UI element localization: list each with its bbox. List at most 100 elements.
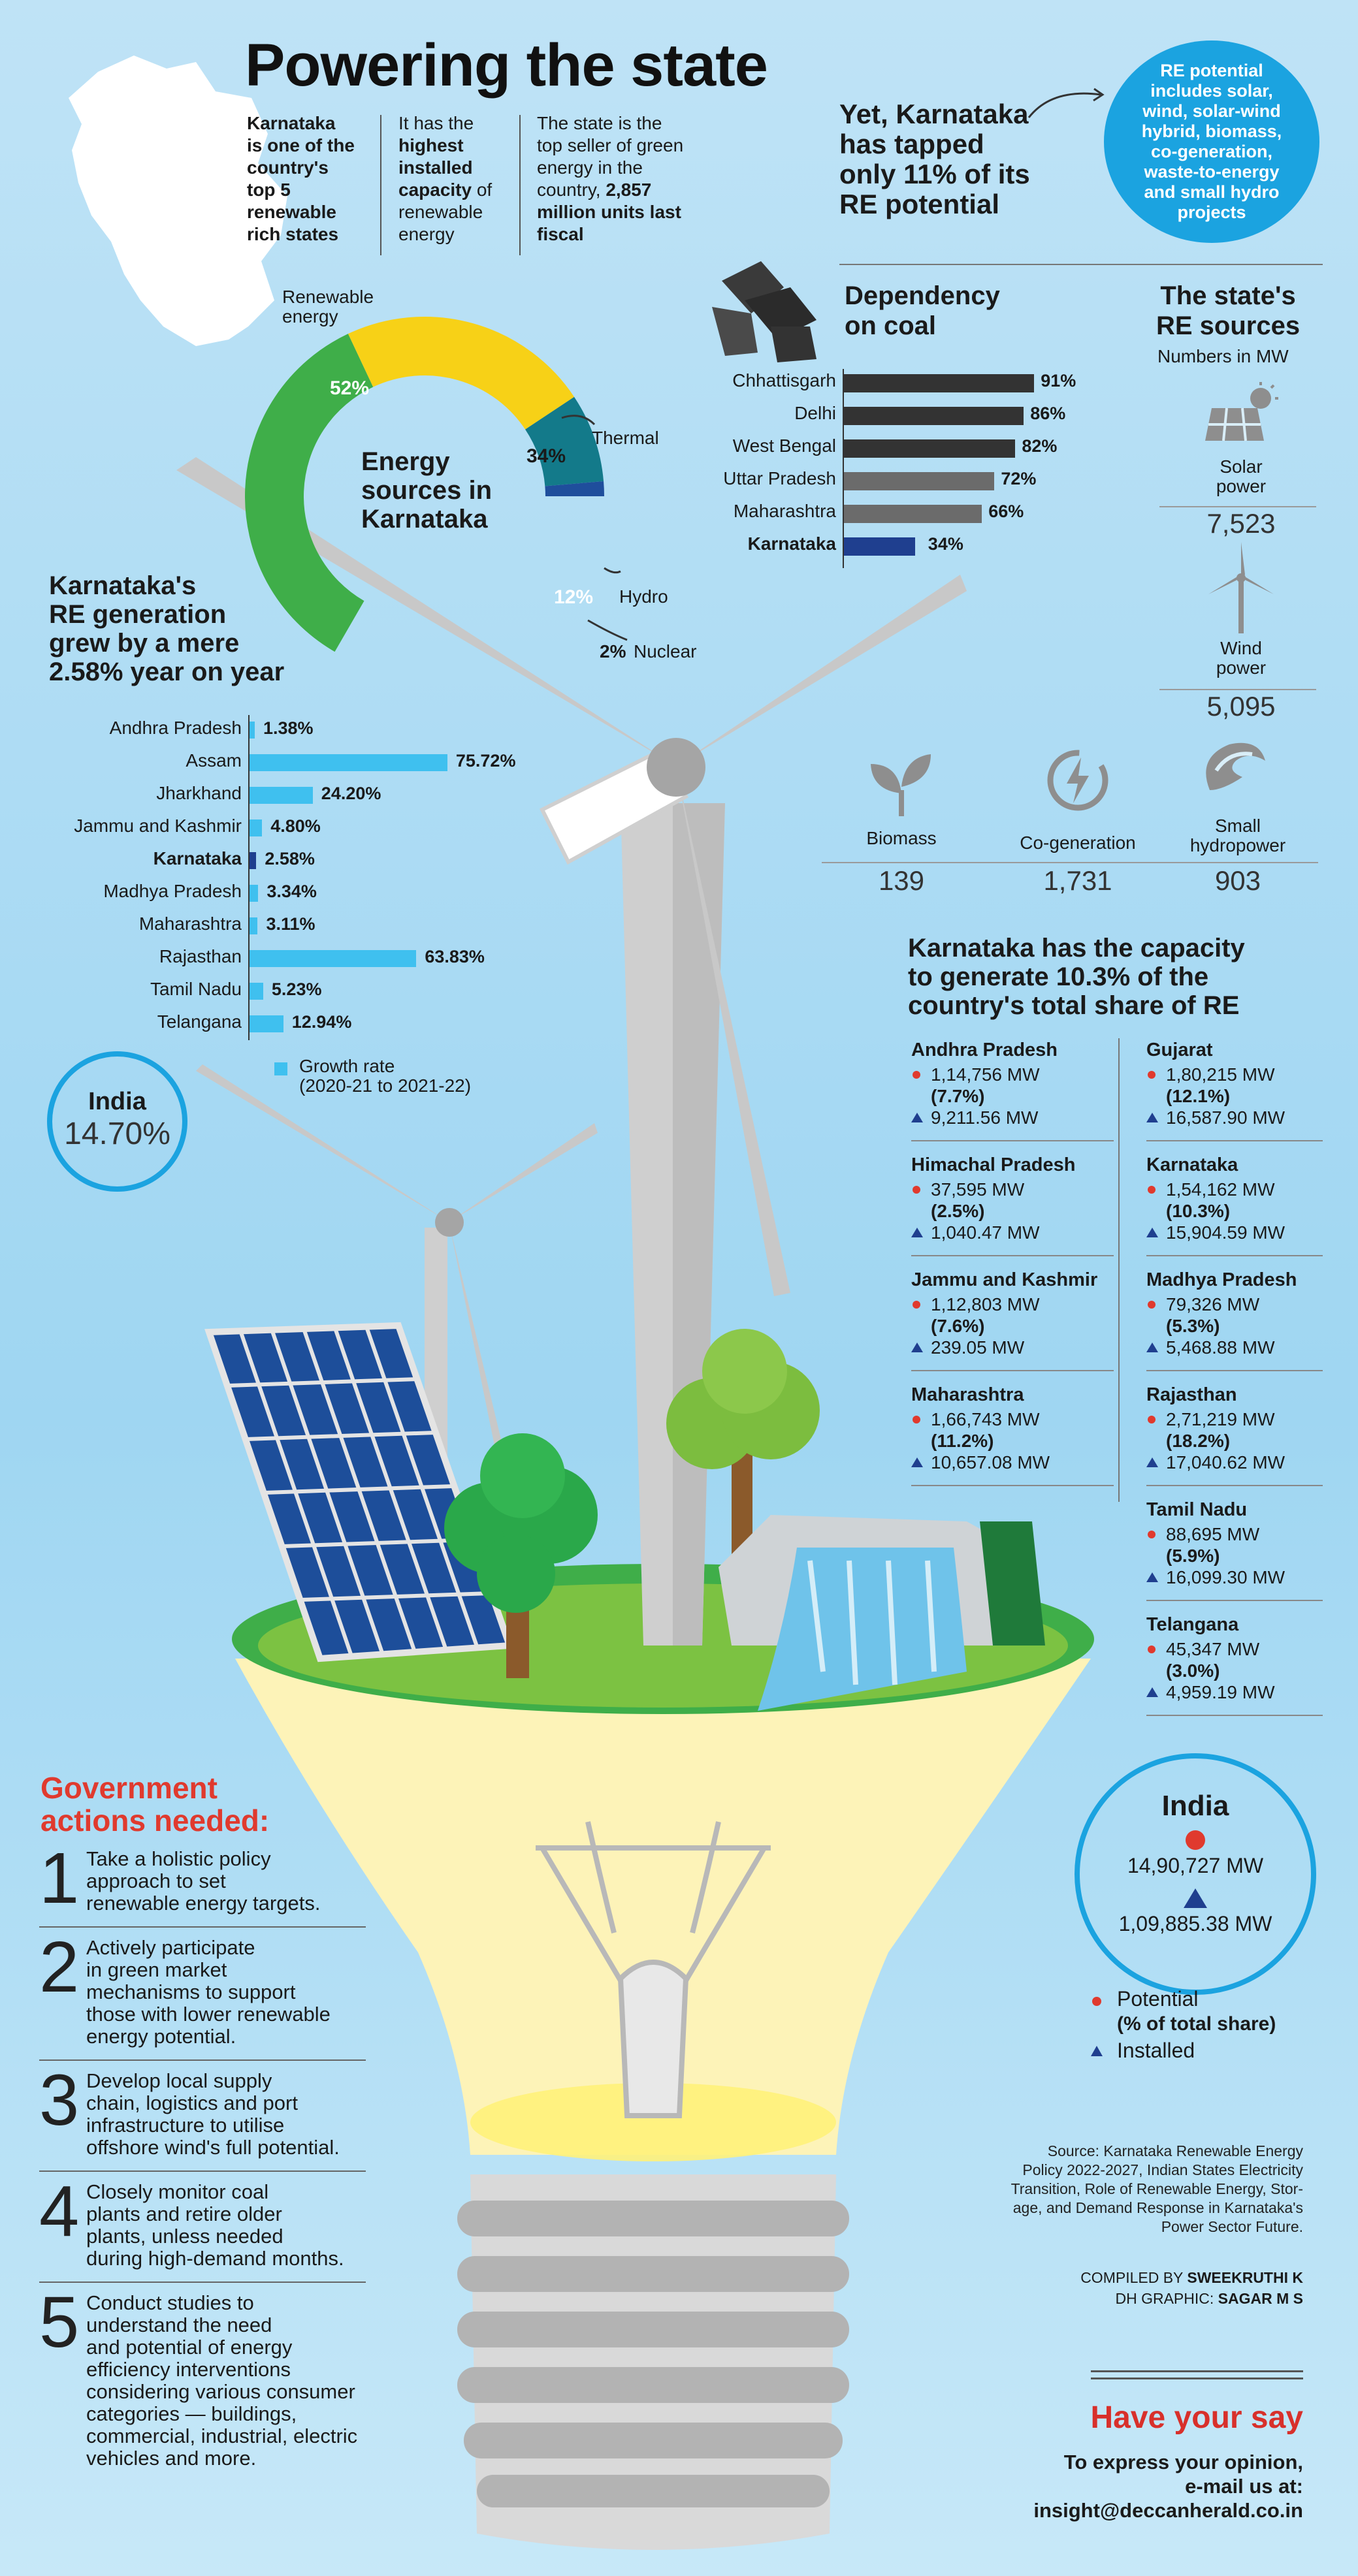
capacity-installed-row: 4,959.19 MW <box>1146 1681 1323 1703</box>
capacity-potential: 1,12,803 MW <box>931 1294 1040 1314</box>
growth-value: 12.94% <box>291 1012 352 1032</box>
say-text: To express your opinion, e-mail us at: i… <box>1033 2451 1303 2522</box>
coal-state-label: Karnataka <box>747 533 836 554</box>
tree-right <box>666 1329 820 1613</box>
capacity-potential-row: 79,326 MW <box>1146 1294 1323 1315</box>
growth-bar <box>250 983 263 1000</box>
potential-dot-icon <box>1148 1071 1156 1079</box>
capacity-state: Madhya Pradesh <box>1146 1269 1297 1290</box>
capacity-state: Maharashtra <box>911 1384 1024 1405</box>
legend-potential-dot-icon <box>1092 1997 1101 2006</box>
capacity-potential-row: 88,695 MW <box>1146 1523 1323 1545</box>
nuclear-leader-line <box>587 619 628 641</box>
capacity-state: Andhra Pradesh <box>911 1040 1058 1060</box>
growth-bar <box>250 819 263 836</box>
capacity-installed-row: 10,657.08 MW <box>911 1452 1114 1473</box>
capacity-entry: Gujarat 1,80,215 MW (12.1%) 16,587.90 MW <box>1146 1038 1323 1141</box>
capacity-potential-row: 1,12,803 MW <box>911 1294 1114 1315</box>
capacity-india-installed: 1,09,885.38 MW <box>1118 1912 1272 1935</box>
legend-installed-text: Installed <box>1117 2039 1195 2062</box>
graphic-by-label: DH GRAPHIC: <box>1115 2290 1218 2307</box>
biomass-value: 139 <box>878 865 925 896</box>
capacity-india-circle: India 14,90,727 MW 1,09,885.38 MW <box>1075 1753 1316 1995</box>
growth-state-label: Jammu and Kashmir <box>74 816 242 836</box>
capacity-installed: 16,099.30 MW <box>1166 1567 1285 1587</box>
growth-row: Jharkhand 24.20% <box>0 780 588 806</box>
biomass-icon <box>871 754 931 816</box>
graphic-by-name: SAGAR M S <box>1218 2290 1303 2307</box>
capacity-installed-row: 9,211.56 MW <box>911 1107 1114 1128</box>
capacity-potential: 45,347 MW <box>1166 1639 1260 1659</box>
wind-label: Wind power <box>1216 638 1267 678</box>
solar-label: Solar power <box>1216 456 1267 496</box>
action-number: 1 <box>39 1838 80 1918</box>
growth-state-label: Maharashtra <box>138 914 242 934</box>
installed-triangle-icon <box>1146 1457 1158 1467</box>
coal-bar <box>844 537 915 556</box>
re-potential-bubble-text: RE potential includes solar, wind, solar… <box>1141 61 1282 222</box>
hydro-value: 903 <box>1214 865 1261 896</box>
capacity-potential: 2,71,219 MW <box>1166 1409 1275 1429</box>
capacity-share: (7.6%) <box>931 1316 985 1336</box>
capacity-potential: 1,80,215 MW <box>1166 1064 1275 1085</box>
hydro-leader-line <box>604 567 621 574</box>
growth-bar <box>250 885 259 902</box>
gauge-value-nuclear: 2% <box>600 641 626 661</box>
growth-state-label: Karnataka <box>153 848 242 868</box>
capacity-entry: Himachal Pradesh 37,595 MW (2.5%) 1,040.47 … <box>911 1153 1114 1256</box>
growth-bar <box>250 950 417 967</box>
capacity-title: Karnataka has the capacity to generate 1… <box>908 934 1245 1020</box>
capacity-right-column: Gujarat 1,80,215 MW (12.1%) 16,587.90 MW Kar… <box>1146 1038 1323 1728</box>
hydro-dam <box>719 1515 1045 1711</box>
wind-divider <box>1159 689 1316 690</box>
growth-row: Assam 75.72% <box>0 748 588 774</box>
capacity-entry: Maharashtra 1,66,743 MW (11.2%) 10,657.08 M… <box>911 1383 1114 1486</box>
capacity-entry: Rajasthan 2,71,219 MW (18.2%) 17,040.62 MW <box>1146 1383 1323 1486</box>
biomass-label: Biomass <box>866 828 937 848</box>
actions-title: Government actions needed: <box>40 1771 270 1837</box>
installed-triangle-icon <box>1146 1572 1158 1582</box>
top-right-divider <box>839 264 1323 265</box>
wind-turbine-small <box>196 1064 598 1619</box>
capacity-potential-row: 1,54,162 MW <box>1146 1179 1323 1200</box>
gauge-value-thermal: 34% <box>526 445 566 467</box>
thermal-leader-line <box>561 415 596 426</box>
potential-dot-icon <box>913 1301 920 1309</box>
coal-value: 86% <box>1030 404 1066 423</box>
growth-bar <box>250 722 255 739</box>
intro-col-2: It has the highest installed capacity of… <box>398 112 529 246</box>
coal-row: West Bengal 82% <box>653 434 1110 460</box>
coal-state-label: Uttar Pradesh <box>723 468 836 488</box>
capacity-entry: Telangana 45,347 MW (3.0%) 4,959.19 MW <box>1146 1613 1323 1716</box>
capacity-potential-row: 1,80,215 MW <box>1146 1064 1323 1085</box>
capacity-installed-row: 239.05 MW <box>911 1337 1114 1358</box>
capacity-state: Tamil Nadu <box>1146 1499 1248 1520</box>
growth-value: 63.83% <box>425 947 485 966</box>
bulb-filament <box>536 1821 771 2118</box>
capacity-potential-row: 1,14,756 MW <box>911 1064 1114 1085</box>
capacity-installed-row: 16,099.30 MW <box>1146 1566 1323 1588</box>
installed-triangle-icon <box>1146 1343 1158 1352</box>
capacity-state: Karnataka <box>1146 1154 1238 1175</box>
capacity-share: (5.3%) <box>1166 1316 1220 1336</box>
solar-divider <box>1159 506 1316 507</box>
legend-share-text: (% of total share) <box>1117 2013 1276 2035</box>
gauge-arc-renewable <box>245 334 374 652</box>
small-hydropower-icon <box>1206 742 1265 790</box>
installed-triangle-icon <box>1146 1228 1158 1237</box>
coal-chart: Chhattisgarh 91% Delhi 86% West Bengal 82% Utt… <box>653 369 1110 571</box>
cogeneration-icon <box>1047 750 1108 811</box>
growth-state-label: Andhra Pradesh <box>109 718 242 738</box>
gauge-arc-thermal <box>348 317 575 430</box>
installed-triangle-icon <box>911 1343 923 1352</box>
india-potential-dot-icon <box>1186 1830 1205 1850</box>
capacity-state: Rajasthan <box>1146 1384 1237 1405</box>
energy-mix-gauge <box>245 317 628 652</box>
action-item: 4 Closely monitor coal plants and retire … <box>39 2176 366 2283</box>
growth-state-label: Rajasthan <box>159 946 242 966</box>
coal-row: Karnataka 34% <box>653 532 1110 558</box>
capacity-installed-row: 1,040.47 MW <box>911 1222 1114 1243</box>
bulb-glass <box>235 1659 1091 2155</box>
wind-turbine-icon <box>1208 542 1274 633</box>
capacity-installed: 239.05 MW <box>931 1337 1025 1358</box>
